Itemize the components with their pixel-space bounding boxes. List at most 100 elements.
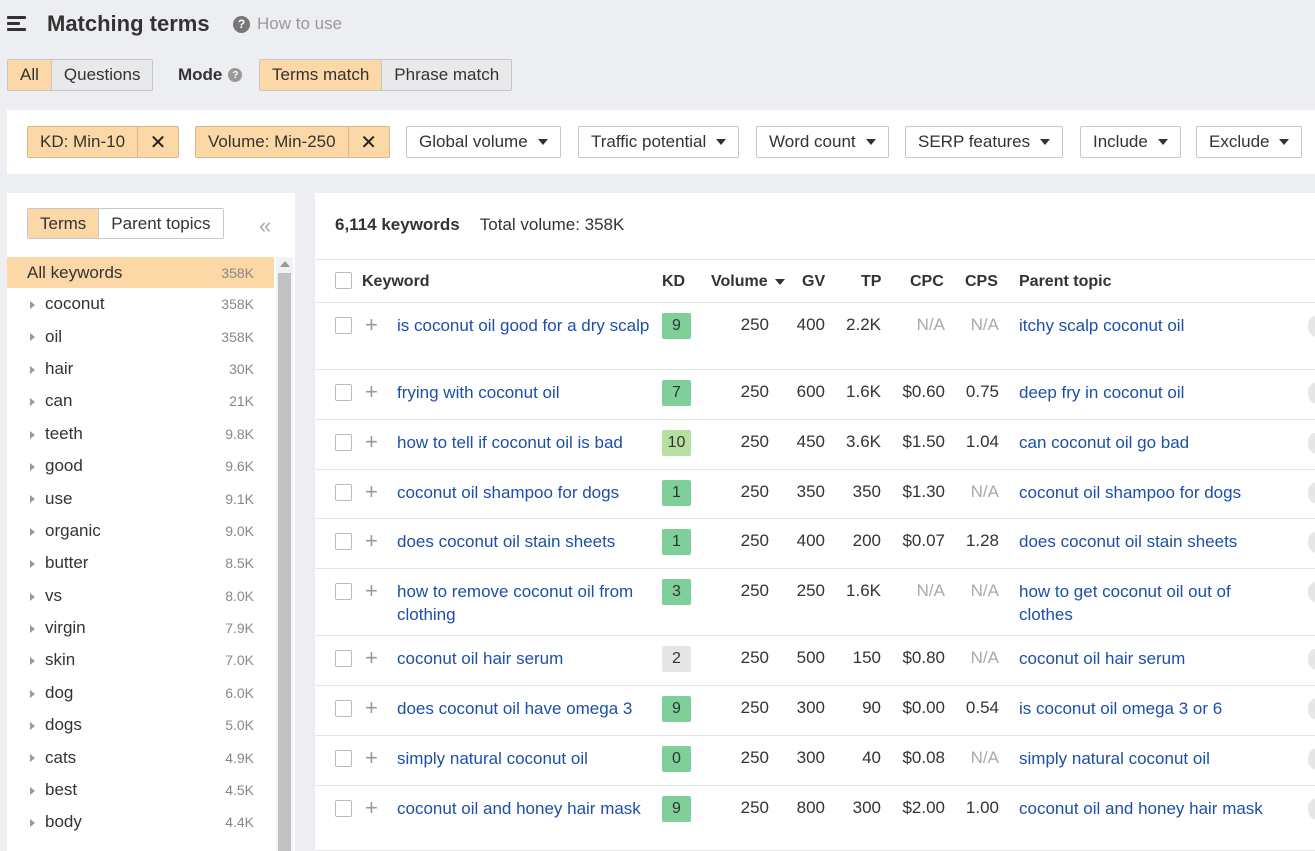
phrase-match-button[interactable]: Phrase match — [382, 60, 512, 90]
row-checkbox[interactable] — [335, 484, 352, 501]
add-to-list-icon[interactable]: + — [365, 578, 378, 603]
word-count-dropdown[interactable]: Word count — [756, 126, 889, 158]
expand-icon[interactable] — [30, 365, 35, 374]
serp-button[interactable] — [1308, 382, 1315, 404]
keyword-link[interactable]: coconut oil shampoo for dogs — [397, 483, 620, 502]
keyword-link[interactable]: frying with coconut oil — [397, 383, 560, 402]
how-to-use-link[interactable]: ? How to use — [233, 14, 342, 34]
sidebar-item-all-keywords[interactable]: All keywords 358K — [7, 257, 274, 288]
row-checkbox[interactable] — [335, 533, 352, 550]
keyword-link[interactable]: coconut oil hair serum — [397, 649, 564, 668]
parent-topic-link[interactable]: simply natural coconut oil — [1019, 749, 1210, 768]
keyword-link[interactable]: how to remove coconut oil from clothing — [397, 582, 634, 624]
parent-topic-link[interactable]: coconut oil hair serum — [1019, 649, 1186, 668]
sidebar-item-vs[interactable]: vs 8.0K — [7, 580, 274, 612]
serp-button[interactable] — [1308, 482, 1315, 504]
tab-parent-topics[interactable]: Parent topics — [99, 209, 223, 238]
expand-icon[interactable] — [30, 754, 35, 763]
parent-topic-link[interactable]: is coconut oil omega 3 or 6 — [1019, 699, 1223, 718]
column-volume[interactable]: Volume — [711, 273, 786, 291]
row-checkbox[interactable] — [335, 650, 352, 667]
sidebar-item-coconut[interactable]: coconut 358K — [7, 288, 274, 320]
scrollbar-thumb[interactable] — [278, 273, 291, 851]
keyword-link[interactable]: how to tell if coconut oil is bad — [397, 433, 623, 452]
expand-icon[interactable] — [30, 689, 35, 698]
row-checkbox[interactable] — [335, 800, 352, 817]
sidebar-item-body[interactable]: body 4.4K — [7, 806, 274, 838]
add-to-list-icon[interactable]: + — [365, 312, 378, 337]
add-to-list-icon[interactable]: + — [365, 795, 378, 820]
volume-filter-label[interactable]: Volume: Min-250 — [196, 127, 349, 157]
keyword-link[interactable]: simply natural coconut oil — [397, 749, 588, 768]
sidebar-item-use[interactable]: use 9.1K — [7, 482, 274, 514]
parent-topic-link[interactable]: coconut oil and honey hair mask — [1019, 799, 1263, 818]
row-checkbox[interactable] — [335, 434, 352, 451]
column-parent-topic[interactable]: Parent topic — [1019, 273, 1112, 290]
keyword-link[interactable]: is coconut oil good for a dry scalp — [397, 316, 650, 335]
add-to-list-icon[interactable]: + — [365, 645, 378, 670]
close-icon[interactable]: ✕ — [360, 131, 377, 154]
parent-topic-link[interactable]: deep fry in coconut oil — [1019, 383, 1185, 402]
tab-questions[interactable]: Questions — [51, 60, 153, 90]
add-to-list-icon[interactable]: + — [365, 695, 378, 720]
scroll-up-icon[interactable] — [280, 261, 290, 267]
sidebar-item-can[interactable]: can 21K — [7, 385, 274, 417]
expand-icon[interactable] — [30, 624, 35, 633]
row-checkbox[interactable] — [335, 700, 352, 717]
sidebar-item-organic[interactable]: organic 9.0K — [7, 515, 274, 547]
sidebar-item-oil[interactable]: oil 358K — [7, 320, 274, 352]
row-checkbox[interactable] — [335, 317, 352, 334]
serp-button[interactable] — [1308, 748, 1315, 770]
keyword-link[interactable]: does coconut oil have omega 3 — [397, 699, 633, 718]
expand-icon[interactable] — [30, 819, 35, 828]
expand-icon[interactable] — [30, 495, 35, 504]
expand-icon[interactable] — [30, 657, 35, 666]
parent-topic-link[interactable]: can coconut oil go bad — [1019, 433, 1190, 452]
add-to-list-icon[interactable]: + — [365, 429, 378, 454]
expand-icon[interactable] — [30, 398, 35, 407]
terms-match-button[interactable]: Terms match — [260, 60, 383, 90]
keyword-link[interactable]: does coconut oil stain sheets — [397, 532, 616, 551]
column-keyword[interactable]: Keyword — [362, 273, 430, 290]
close-icon[interactable]: ✕ — [149, 131, 167, 154]
sidebar-scrollbar[interactable] — [276, 257, 293, 851]
add-to-list-icon[interactable]: + — [365, 379, 378, 404]
tab-all[interactable]: All — [8, 60, 52, 90]
expand-icon[interactable] — [30, 722, 35, 731]
add-to-list-icon[interactable]: + — [365, 745, 378, 770]
exclude-dropdown[interactable]: Exclude — [1196, 126, 1303, 158]
add-to-list-icon[interactable]: + — [365, 479, 378, 504]
sidebar-item-hair[interactable]: hair 30K — [7, 353, 274, 385]
kd-filter-chip[interactable]: KD: Min-10 ✕ — [27, 126, 180, 158]
serp-features-dropdown[interactable]: SERP features — [905, 126, 1064, 158]
sidebar-item-dogs[interactable]: dogs 5.0K — [7, 709, 274, 741]
question-icon[interactable]: ? — [228, 68, 243, 82]
volume-filter-chip[interactable]: Volume: Min-250 ✕ — [195, 126, 390, 158]
expand-icon[interactable] — [30, 430, 35, 439]
kd-filter-label[interactable]: KD: Min-10 — [28, 127, 139, 157]
expand-icon[interactable] — [30, 560, 35, 569]
add-to-list-icon[interactable]: + — [365, 528, 378, 553]
sidebar-item-cats[interactable]: cats 4.9K — [7, 741, 274, 773]
column-cpc[interactable]: CPC — [910, 273, 944, 290]
serp-button[interactable] — [1308, 798, 1315, 820]
expand-icon[interactable] — [30, 527, 35, 536]
column-cps[interactable]: CPS — [965, 273, 998, 290]
column-gv[interactable]: GV — [802, 273, 826, 290]
serp-button[interactable] — [1308, 432, 1315, 454]
sidebar-item-teeth[interactable]: teeth 9.8K — [7, 418, 274, 450]
sidebar-item-virgin[interactable]: virgin 7.9K — [7, 612, 274, 644]
expand-icon[interactable] — [30, 301, 35, 309]
serp-button[interactable] — [1308, 698, 1315, 720]
row-checkbox[interactable] — [335, 384, 352, 401]
column-kd[interactable]: KD — [662, 273, 686, 290]
collapse-icon[interactable]: « — [259, 213, 272, 238]
expand-icon[interactable] — [30, 333, 35, 342]
sidebar-item-good[interactable]: good 9.6K — [7, 450, 274, 482]
row-checkbox[interactable] — [335, 750, 352, 767]
expand-icon[interactable] — [30, 786, 35, 795]
expand-icon[interactable] — [30, 462, 35, 471]
parent-topic-link[interactable]: coconut oil shampoo for dogs — [1019, 483, 1242, 502]
sidebar-item-butter[interactable]: butter 8.5K — [7, 547, 274, 579]
sidebar-item-best[interactable]: best 4.5K — [7, 774, 274, 806]
